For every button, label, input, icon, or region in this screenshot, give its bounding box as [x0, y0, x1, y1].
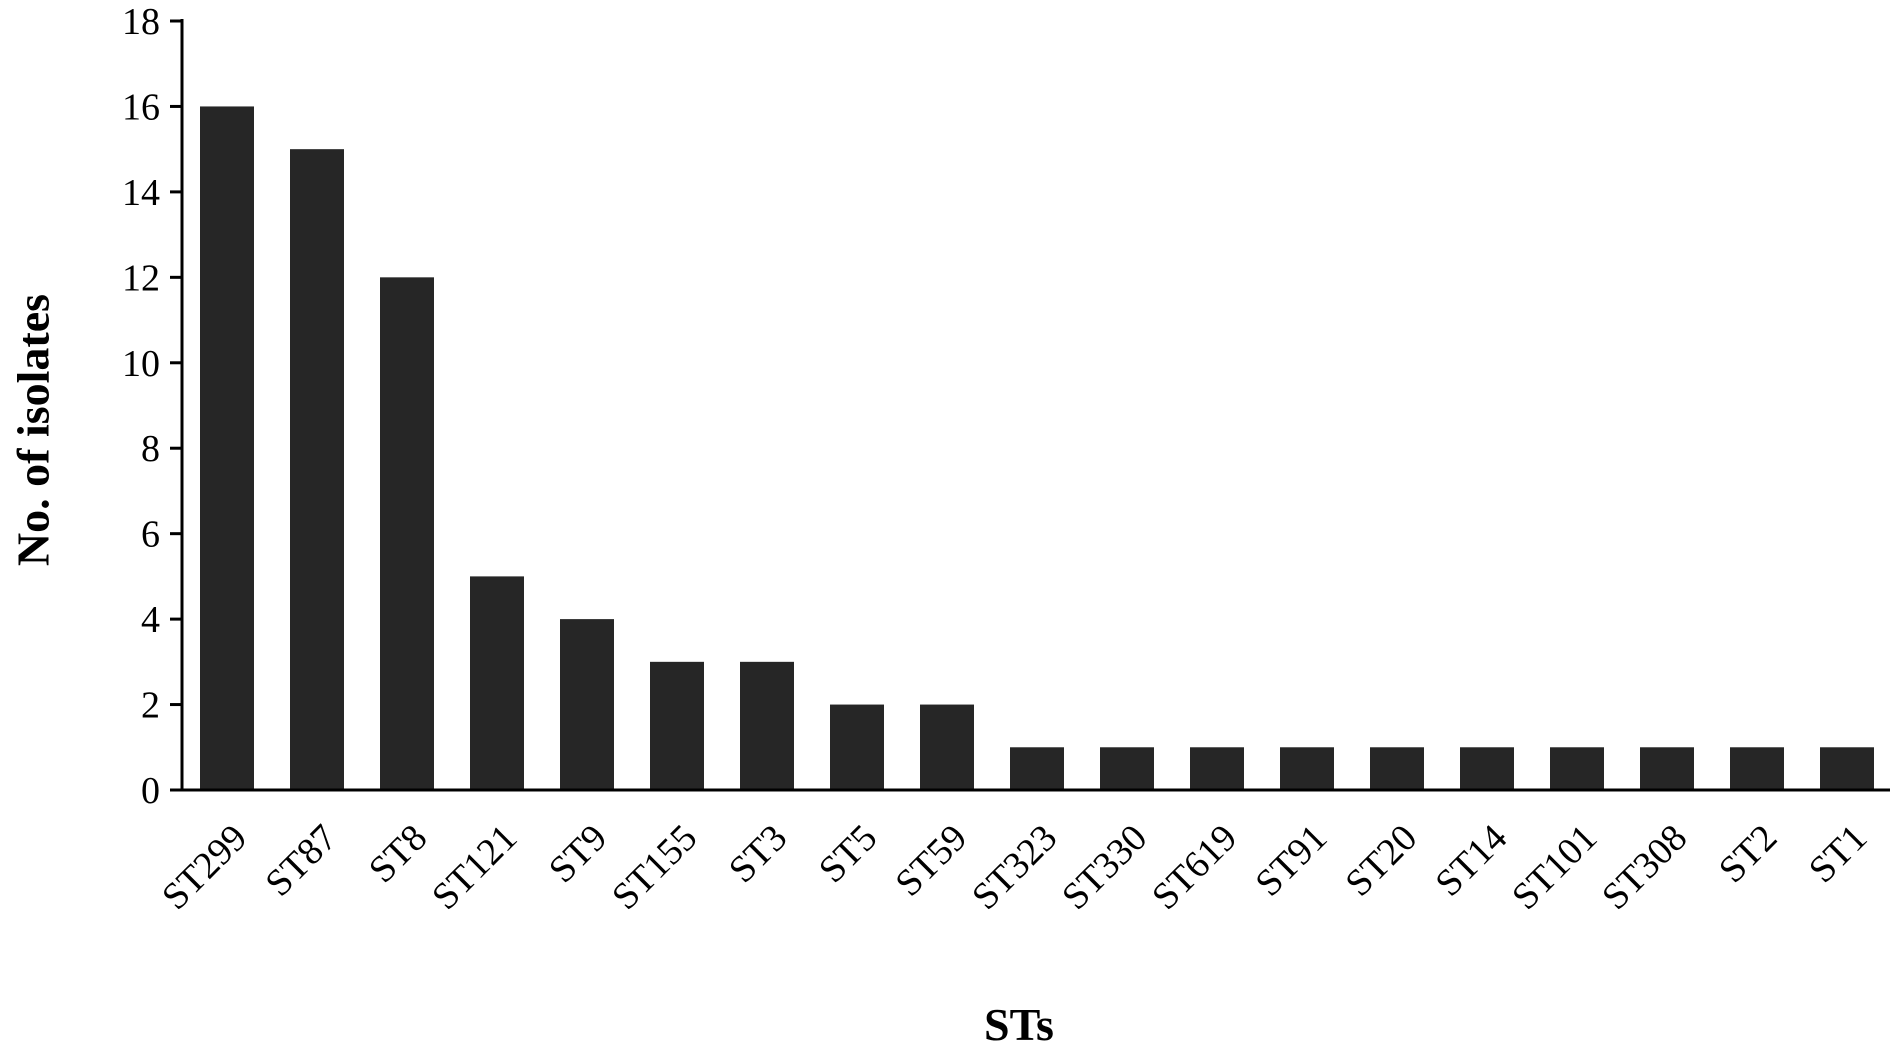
- bar-st14: [1460, 747, 1514, 790]
- x-tick-label: ST20: [1337, 817, 1425, 905]
- bar-st5: [830, 704, 884, 790]
- x-axis-title: STs: [984, 999, 1054, 1048]
- x-tick-label: ST2: [1711, 817, 1786, 892]
- bar-st155: [650, 661, 704, 790]
- x-tick-label: ST87: [257, 817, 345, 905]
- bar-st8: [380, 277, 434, 790]
- bar-st20: [1370, 747, 1424, 790]
- x-tick-label: ST8: [361, 817, 436, 892]
- y-tick-label: 4: [141, 599, 160, 641]
- x-tick-label: ST91: [1247, 817, 1335, 905]
- y-axis-title: No. of isolates: [8, 294, 59, 566]
- y-axis-ticks: 0 2 4 6 8 10 12 14 16 18: [122, 1, 182, 812]
- x-tick-label: ST1: [1801, 817, 1876, 892]
- bar-st3: [740, 661, 794, 790]
- x-tick-label: ST5: [811, 817, 886, 892]
- bars: [200, 106, 1874, 790]
- bar-st330: [1100, 747, 1154, 790]
- bar-st87: [290, 149, 344, 790]
- y-tick-label: 14: [122, 172, 160, 214]
- bar-st91: [1280, 747, 1334, 790]
- y-tick-label: 16: [122, 86, 160, 128]
- bar-st299: [200, 106, 254, 790]
- bar-st1: [1820, 747, 1874, 790]
- y-tick-label: 12: [122, 257, 160, 299]
- bar-st2: [1730, 747, 1784, 790]
- y-tick-label: 10: [122, 343, 160, 385]
- x-tick-label: ST299: [154, 817, 255, 918]
- bar-st619: [1190, 747, 1244, 790]
- x-tick-label: ST3: [721, 817, 796, 892]
- x-tick-label: ST323: [964, 817, 1065, 918]
- x-tick-label: ST619: [1144, 817, 1245, 918]
- x-tick-label: ST330: [1054, 817, 1155, 918]
- y-tick-label: 18: [122, 1, 160, 43]
- x-tick-label: ST9: [541, 817, 616, 892]
- x-tick-label: ST121: [424, 817, 525, 918]
- bar-st308: [1640, 747, 1694, 790]
- y-tick-label: 6: [141, 514, 160, 556]
- x-tick-label: ST308: [1594, 817, 1695, 918]
- x-tick-label: ST155: [604, 817, 705, 918]
- bar-st59: [920, 704, 974, 790]
- bar-st121: [470, 576, 524, 790]
- y-tick-label: 2: [141, 685, 160, 727]
- y-tick-label: 8: [141, 428, 160, 470]
- bar-st9: [560, 619, 614, 790]
- x-tick-label: ST101: [1504, 817, 1605, 918]
- bar-st323: [1010, 747, 1064, 790]
- bar-st101: [1550, 747, 1604, 790]
- y-tick-label: 0: [141, 770, 160, 812]
- x-tick-label: ST14: [1427, 817, 1515, 905]
- x-tick-label: ST59: [887, 817, 975, 905]
